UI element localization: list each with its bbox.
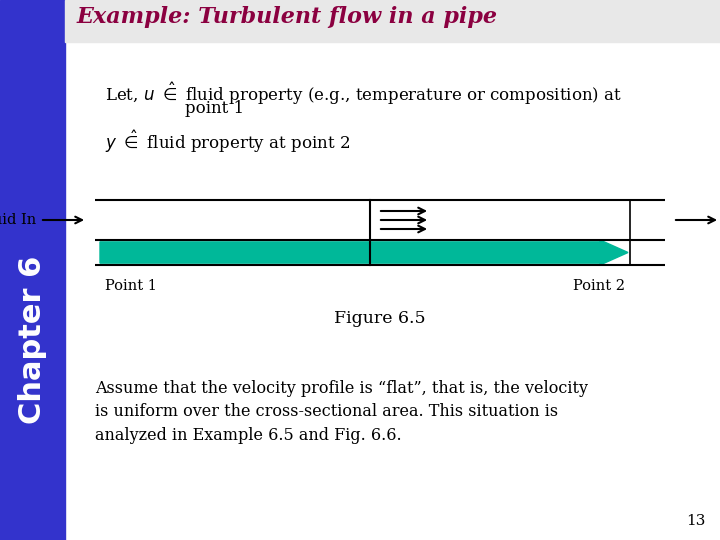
- Text: Chapter 6: Chapter 6: [18, 256, 47, 424]
- Text: 13: 13: [685, 514, 705, 528]
- Text: Fluid In: Fluid In: [0, 213, 36, 227]
- Bar: [0, 0, 65, 540]
- Text: Assume that the velocity profile is “flat”, that is, the velocity
is uniform ove: Assume that the velocity profile is “fla…: [95, 380, 588, 444]
- Text: Point 1: Point 1: [105, 279, 157, 293]
- Bar: [65, 0, 720, 42]
- FancyArrow shape: [100, 240, 628, 265]
- Text: $y$ $\hat{\in}$ fluid property at point 2: $y$ $\hat{\in}$ fluid property at point …: [105, 128, 350, 154]
- Text: point 1: point 1: [185, 100, 244, 117]
- Text: Figure 6.5: Figure 6.5: [334, 310, 426, 327]
- Text: Point 2: Point 2: [573, 279, 625, 293]
- Text: Let, $u$ $\hat{\in}$ fluid property (e.g., temperature or composition) at: Let, $u$ $\hat{\in}$ fluid property (e.g…: [105, 80, 622, 106]
- Text: Example: Turbulent flow in a pipe: Example: Turbulent flow in a pipe: [77, 6, 498, 28]
